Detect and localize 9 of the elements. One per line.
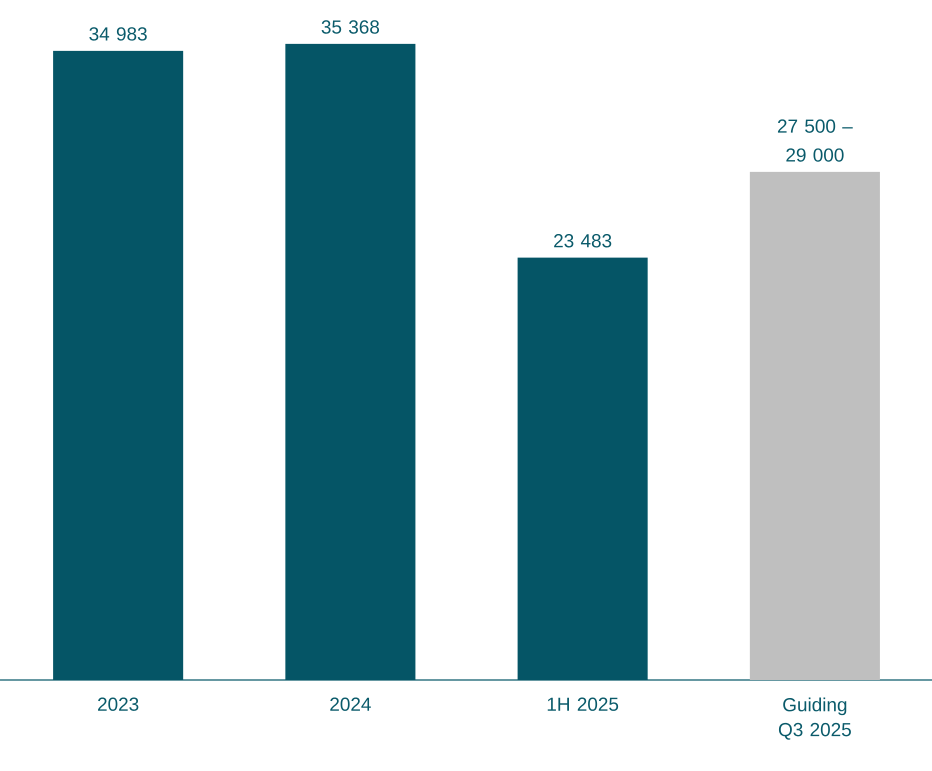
data-label: 35 368 bbox=[322, 20, 380, 34]
annotation: 27 500 – 29 000 bbox=[778, 119, 853, 162]
x-tick-label: 2023 bbox=[98, 698, 138, 711]
x-tick-label: 2024 bbox=[330, 698, 371, 711]
bar bbox=[750, 172, 880, 680]
x-tick-label: 1H 2025 bbox=[548, 698, 618, 711]
data-label: 34 983 bbox=[89, 27, 147, 41]
data-label: 23 483 bbox=[554, 234, 612, 248]
x-tick-label: Guiding Q3 2025 bbox=[778, 698, 851, 740]
